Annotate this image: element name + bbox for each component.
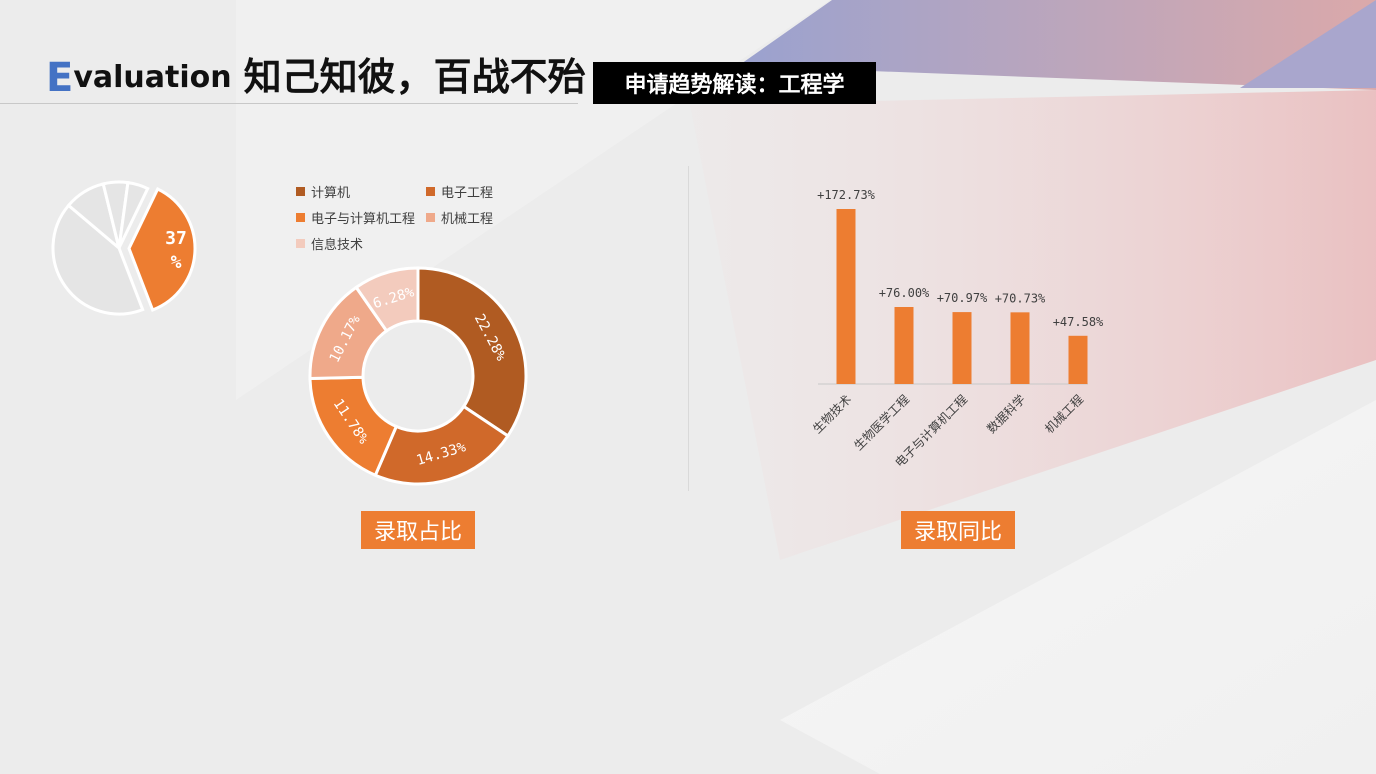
legend-item: 电子工程 [426,182,493,201]
bar [1010,312,1030,384]
legend-label: 电子与计算机工程 [311,212,416,227]
legend-swatch [296,187,305,196]
bar [952,312,972,384]
decorative-pie-highlight-slice [127,186,197,312]
bar-caption-text: 录取同比 [913,520,1002,545]
legend-swatch [426,213,435,222]
legend-label: 信息技术 [311,238,364,253]
donut-slice [354,266,420,333]
decorative-pie-slice [51,203,145,316]
bar-caption: 录取同比 [901,511,1015,549]
bar-category-label: 机械工程 [1042,392,1087,437]
subtitle-box: 申请趋势解读：工程学 [593,62,876,104]
legend-label: 机械工程 [441,212,494,227]
donut-slice [373,404,510,486]
page-title: E valuation 知己知彼，百战不殆 [46,48,586,98]
legend-label: 计算机 [311,186,351,201]
legend-swatch [426,187,435,196]
donut-chart: 22.28%14.33%11.78%10.17%6.28% [308,266,528,486]
bar-data-label: +47.58% [1053,315,1104,329]
subtitle-text: 申请趋势解读：工程学 [624,73,845,98]
bar-data-label: +70.97% [937,291,988,305]
legend-item: 信息技术 [296,234,363,253]
legend-item: 电子与计算机工程 [296,208,415,227]
legend-swatch [296,239,305,248]
legend-item: 机械工程 [426,208,493,227]
title-underline [0,103,578,104]
bar-category-label: 生物技术 [810,392,854,436]
legend-label: 电子工程 [441,186,494,201]
chart-divider [688,166,689,491]
decorative-pie-label: 37 [165,228,187,249]
bar [836,209,856,384]
bar-category-label: 数据科学 [984,392,1029,437]
bar-chart: +172.73%生物技术+76.00%生物医学工程+70.97%电子与计算机工程… [810,188,1104,470]
legend-item: 计算机 [296,182,350,201]
decorative-pie: 37 % [51,180,197,316]
bar-data-label: +172.73% [817,188,876,202]
decorative-pie-slice [117,180,150,249]
title-chinese: 知己知彼，百战不殆 [243,55,586,99]
bar [1068,335,1088,384]
bar [894,307,914,384]
title-initial: E [46,55,74,101]
donut-slice [416,266,528,439]
bar-data-label: +70.73% [995,291,1046,305]
donut-caption-text: 录取占比 [373,520,462,545]
legend-swatch [296,213,305,222]
bar-category-label: 生物医学工程 [851,392,913,454]
decorative-pie-label-percent: % [171,252,182,273]
title-word: valuation [73,60,232,95]
bar-data-label: +76.00% [879,286,930,300]
donut-caption: 录取占比 [361,511,475,549]
